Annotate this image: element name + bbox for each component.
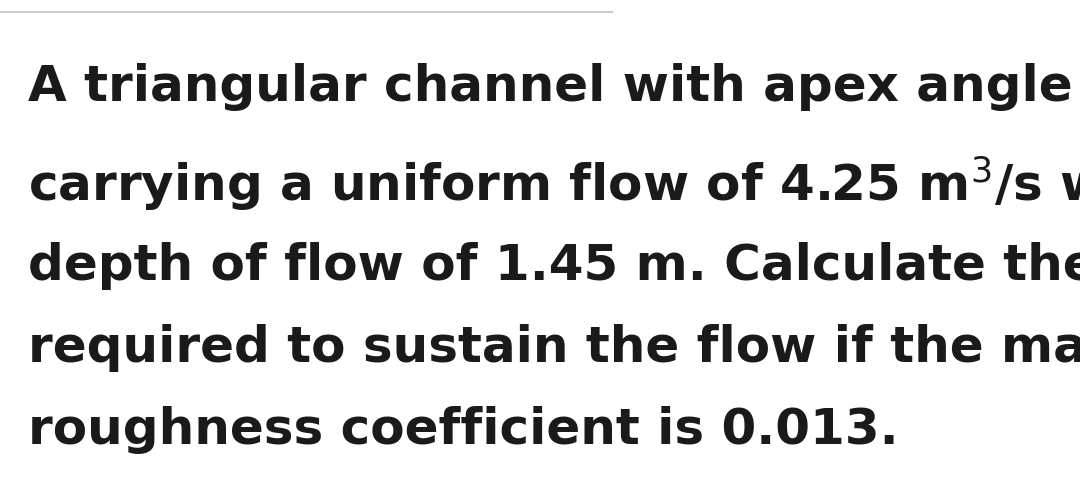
Text: roughness coefficient is 0.013.: roughness coefficient is 0.013.: [27, 406, 899, 454]
Text: carrying a uniform flow of 4.25 m$^{3}$/s with a: carrying a uniform flow of 4.25 m$^{3}$/…: [27, 154, 1080, 213]
Text: A triangular channel with apex angle 60° is: A triangular channel with apex angle 60°…: [27, 63, 1080, 111]
Text: required to sustain the flow if the manning’s: required to sustain the flow if the mann…: [27, 324, 1080, 372]
Text: depth of flow of 1.45 m. Calculate the slope: depth of flow of 1.45 m. Calculate the s…: [27, 242, 1080, 290]
